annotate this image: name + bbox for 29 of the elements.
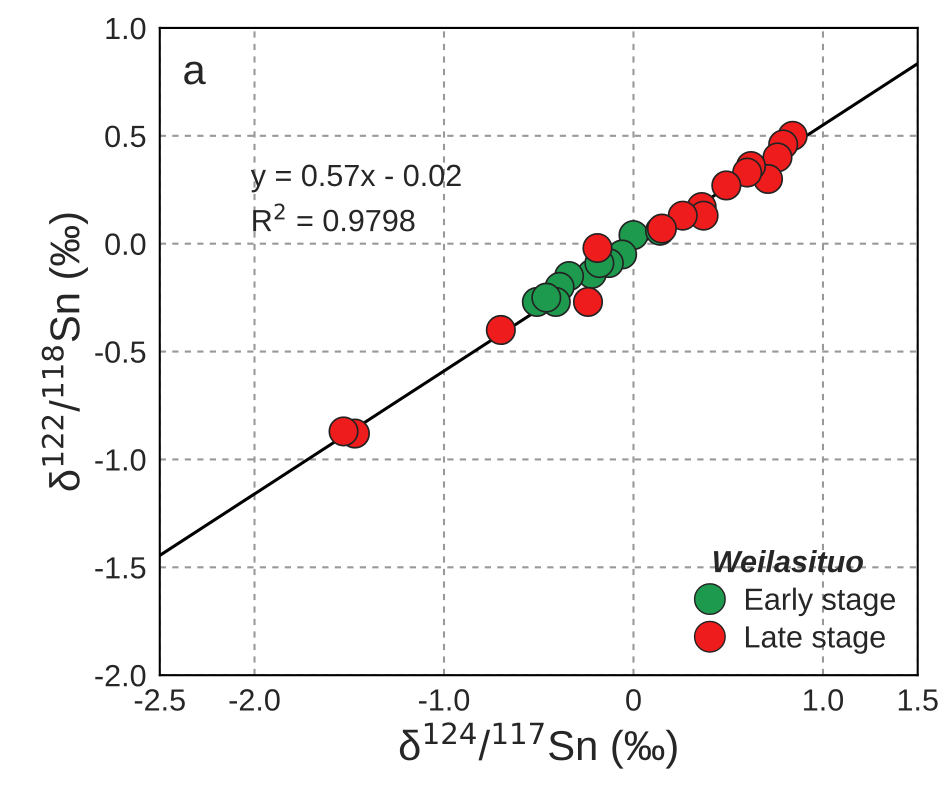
y-tick-label: -2.0 [95,664,146,687]
y-tick-label: -1.5 [95,557,146,579]
annotation: R$^{2}$ = 0.9798 [253,204,414,232]
point [582,232,613,264]
point [732,157,762,188]
y-tick-label: 0.5 [105,126,146,148]
legend-label: Early stage [746,588,895,616]
x-axis-title: δ$^{124}$/$^{117}$Sn (‰) [400,722,677,769]
x-tick-label: 0 [626,689,641,711]
y-axis-title: δ$^{122}$/$^{118}$Sn (‰) [42,214,88,490]
point [486,314,516,346]
point [328,416,359,446]
x-tick-label: 1.5 [898,689,938,711]
x-tick-label: 1.0 [804,689,844,711]
y-tick-label: 0.0 [105,233,146,256]
point [572,286,604,318]
point [711,170,742,201]
legend-title: Weilasituo [714,550,863,572]
annotation: a [184,62,206,84]
x-tick-label: -1.0 [419,689,470,711]
y-tick-label: -1.0 [95,449,146,471]
point [531,282,562,313]
y-tick-label: -0.5 [95,341,146,363]
x-tick-label: -2.5 [134,689,185,711]
annotation: y = 0.57x - 0.02 [250,164,461,192]
y-tick-label: 1.0 [106,18,146,40]
point [668,200,698,231]
x-tick-label: -2.0 [230,689,280,711]
legend-label: Late stage [746,626,885,654]
